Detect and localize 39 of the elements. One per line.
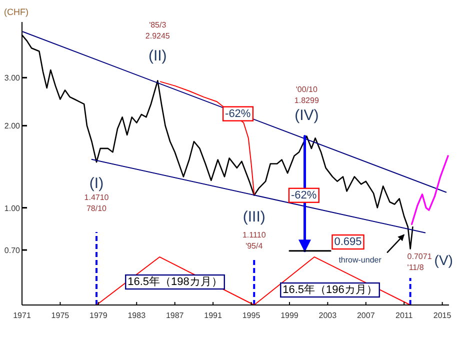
y-axis-title: (CHF) bbox=[4, 7, 28, 17]
annotation: 1.1110 bbox=[242, 230, 266, 240]
annotation: (II) bbox=[148, 48, 167, 65]
y-tick-label: 1.00 bbox=[4, 204, 21, 213]
x-tick-label: 2015 bbox=[433, 311, 452, 320]
annotation: 2.9245 bbox=[145, 32, 170, 41]
annotation: '95/4 bbox=[246, 241, 263, 250]
annotation: 78/10 bbox=[86, 204, 107, 214]
y-tick-label: 0.70 bbox=[4, 246, 21, 256]
annotation: 1.8299 bbox=[294, 96, 319, 106]
annotation: '85/3 bbox=[149, 20, 166, 30]
x-tick-label: 1979 bbox=[90, 311, 108, 320]
annotation: (V) bbox=[434, 252, 453, 268]
annotation: 16.5年（198カ月） bbox=[125, 274, 225, 290]
annotation: 1.4710 bbox=[84, 193, 109, 202]
x-tick-label: 1995 bbox=[242, 311, 261, 320]
x-tick-label: 1983 bbox=[128, 311, 146, 320]
x-tick-label: 2003 bbox=[318, 311, 338, 320]
y-tick-label: 2.00 bbox=[4, 122, 21, 131]
annotation: -62% bbox=[225, 108, 251, 120]
annotation: '11/8 bbox=[407, 262, 424, 272]
x-tick-label: 2011 bbox=[396, 311, 414, 320]
annotation: throw-under bbox=[338, 256, 382, 265]
x-tick-label: 1999 bbox=[280, 311, 299, 320]
x-tick-label: 1975 bbox=[51, 311, 70, 320]
annotation: '00/10 bbox=[296, 85, 318, 94]
annotation: 0.7071 bbox=[407, 252, 432, 261]
annotation: (I) bbox=[89, 175, 104, 192]
x-tick-label: 2007 bbox=[356, 311, 376, 320]
annotation: -62% bbox=[288, 188, 320, 203]
annotation: -62% bbox=[222, 106, 254, 122]
annotation: 0.695 bbox=[332, 234, 364, 250]
x-tick-label: 1991 bbox=[204, 311, 222, 320]
x-tick-label: 1987 bbox=[166, 311, 184, 320]
y-tick-label: 3.00 bbox=[4, 74, 21, 83]
annotation: (III) bbox=[242, 208, 266, 226]
annotation: (IV) bbox=[294, 107, 319, 124]
annotation: 16.5年（196カ月） bbox=[280, 282, 380, 298]
x-tick-label: 1971 bbox=[13, 311, 32, 320]
